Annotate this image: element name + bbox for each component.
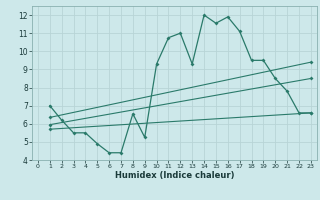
- X-axis label: Humidex (Indice chaleur): Humidex (Indice chaleur): [115, 171, 234, 180]
